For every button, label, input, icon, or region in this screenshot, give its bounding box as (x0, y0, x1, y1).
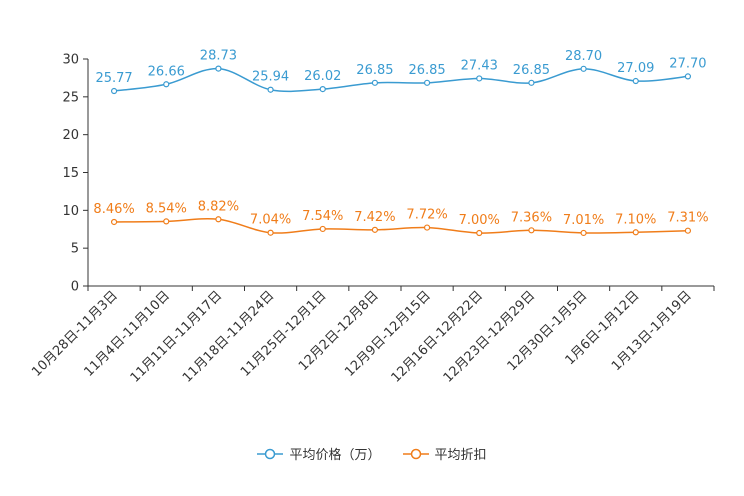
discount-point (215, 216, 222, 223)
discount-point (476, 229, 483, 237)
price-data-label: 28.70 (565, 49, 602, 64)
discount-data-label: 7.01% (563, 213, 604, 228)
y-tick-label: 5 (71, 242, 79, 257)
y-tick-label: 25 (62, 90, 79, 105)
y-tick-label: 30 (62, 53, 79, 68)
discount-data-label: 7.42% (354, 210, 395, 225)
x-tick-label: 11月18日-11月24日 (180, 288, 277, 385)
price-data-label: 27.70 (669, 56, 706, 71)
x-tick-label: 12月23日-12月29日 (441, 288, 538, 385)
discount-data-label: 8.82% (198, 199, 239, 214)
price-point (684, 73, 692, 80)
legend-discount-line-icon (402, 448, 429, 459)
discount-data-label: 7.36% (511, 210, 552, 225)
y-tick-label: 15 (62, 166, 79, 181)
price-point (632, 77, 639, 85)
price-point (371, 79, 379, 86)
discount-point (267, 229, 274, 236)
price-data-label: 26.02 (304, 69, 341, 84)
price-data-label: 27.09 (617, 61, 654, 76)
discount-series-line (114, 217, 688, 234)
price-point (580, 65, 587, 72)
price-data-label: 25.77 (95, 71, 132, 86)
discount-point (163, 218, 170, 225)
price-point (267, 86, 274, 93)
price-point (110, 87, 118, 95)
legend-price-line-icon (257, 448, 284, 459)
discount-point (319, 225, 326, 233)
legend-discount-label: 平均折扣 (434, 448, 487, 463)
legend-item-price[interactable]: 平均价格（万） (257, 444, 381, 463)
price-point (423, 79, 431, 86)
x-tick-label: 12月16日-12月22日 (389, 288, 486, 385)
x-tick-label: 10月28日-11月3日 (29, 288, 121, 380)
y-tick-label: 10 (62, 204, 79, 219)
price-data-label: 26.85 (356, 63, 393, 78)
price-data-label: 26.85 (408, 63, 445, 78)
discount-point (684, 227, 692, 234)
price-point (163, 81, 170, 88)
price-series-line (113, 67, 688, 93)
price-data-label: 26.85 (513, 63, 550, 78)
legend-price-label: 平均价格（万） (289, 448, 381, 463)
x-tick-label: 11月11日-11月17日 (128, 288, 225, 385)
discount-data-label: 8.46% (93, 202, 134, 217)
price-data-label: 28.73 (200, 49, 237, 64)
price-point (215, 65, 222, 72)
discount-data-label: 7.10% (615, 212, 656, 227)
price-data-label: 25.94 (252, 70, 289, 85)
discount-data-label: 8.54% (146, 201, 187, 216)
discount-data-label: 7.72% (406, 208, 447, 223)
price-point (528, 79, 535, 86)
discount-data-label: 7.04% (250, 213, 291, 228)
price-point (476, 75, 483, 82)
y-tick-label: 0 (71, 280, 79, 295)
discount-point (580, 229, 587, 237)
price-point (319, 86, 326, 93)
discount-point (528, 227, 535, 234)
discount-point (110, 218, 118, 226)
discount-data-label: 7.31% (667, 211, 708, 226)
y-tick-label: 20 (62, 128, 79, 143)
price-data-label: 26.66 (148, 64, 185, 79)
discount-data-label: 7.54% (302, 209, 343, 224)
discount-point (423, 224, 431, 231)
discount-data-label: 7.00% (459, 213, 500, 228)
discount-point (371, 226, 379, 233)
legend-item-discount[interactable]: 平均折扣 (402, 444, 487, 463)
price-data-label: 27.43 (461, 58, 498, 73)
legend: 平均价格（万） 平均折扣 (0, 444, 744, 463)
discount-point (632, 229, 639, 236)
